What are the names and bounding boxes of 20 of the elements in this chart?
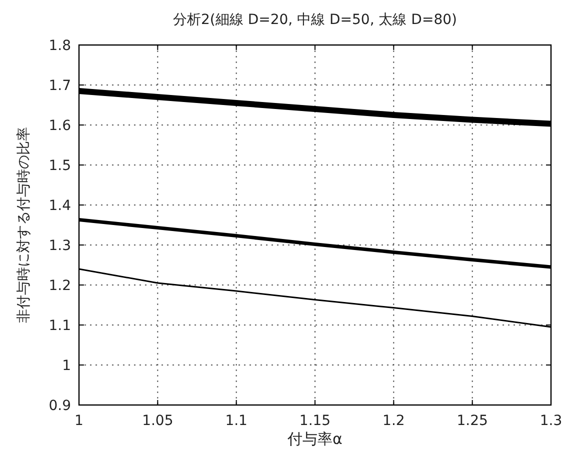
- y-tick-label: 1.1: [48, 318, 71, 334]
- x-tick-label: 1.3: [540, 413, 562, 429]
- y-tick-label: 1.5: [48, 158, 71, 174]
- y-tick-label: 1.2: [48, 278, 71, 294]
- y-tick-label: 1.7: [48, 78, 71, 94]
- chart-title: 分析2(細線 D=20, 中線 D=50, 太線 D=80): [173, 12, 457, 28]
- y-tick-label: 1.6: [48, 118, 72, 134]
- y-tick-label: 1.3: [48, 238, 71, 254]
- x-tick-label: 1.1: [225, 413, 248, 429]
- y-tick-label: 1: [62, 358, 71, 374]
- y-tick-label: 1.4: [48, 198, 72, 214]
- x-tick-label: 1.15: [299, 413, 331, 429]
- y-tick-label: 1.8: [48, 38, 71, 54]
- y-tick-label: 0.9: [48, 398, 71, 414]
- y-axis-title: 非付与時に対する付与時の比率: [16, 127, 32, 323]
- x-tick-label: 1: [74, 413, 84, 429]
- x-axis-title: 付与率α: [286, 430, 343, 448]
- x-tick-label: 1.25: [456, 413, 488, 429]
- x-tick-label: 1.2: [382, 413, 405, 429]
- x-tick-label: 1.05: [142, 413, 174, 429]
